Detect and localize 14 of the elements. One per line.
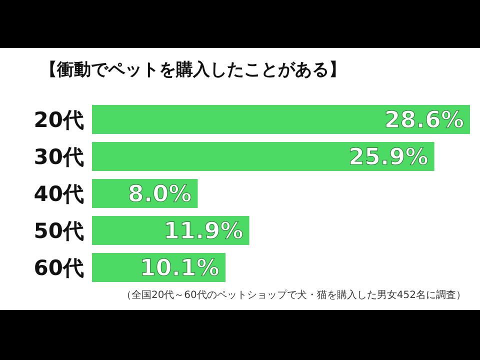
data-label: 10.1% [140,256,220,282]
data-label: 25.9% [348,144,428,170]
data-label: 11.9% [163,218,244,244]
y-tick-label: 60代 [34,256,84,280]
bar [92,142,434,171]
y-tick-label: 50代 [34,218,84,243]
chart-title: 【衝動でペットを購入したことがある】 [40,59,347,81]
y-tick-label: 40代 [34,182,84,206]
y-tick-label: 20代 [34,108,84,132]
text: （全国20代～60代のペットショップで犬・猫を購入した男女452名に調査） [121,288,466,302]
data-label: 28.6% [384,108,464,134]
y-tick-label: 30代 [34,144,84,169]
data-label: 8.0% [128,182,192,208]
bar [92,105,470,134]
